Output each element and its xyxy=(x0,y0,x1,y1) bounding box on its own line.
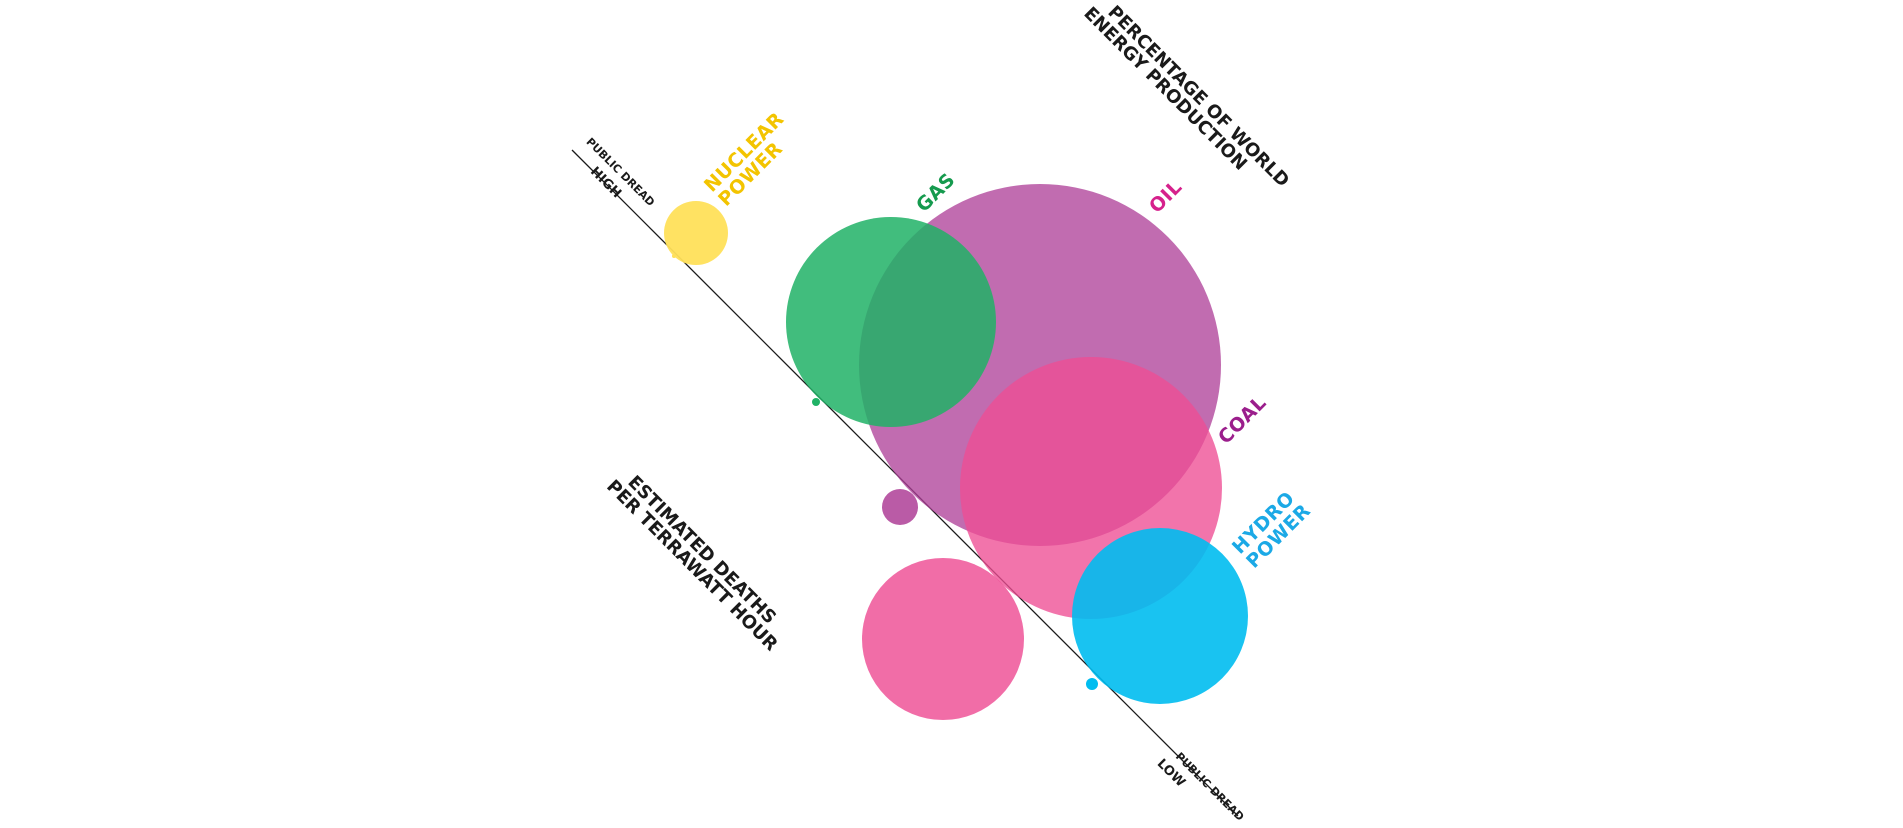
nuclear-deaths-circle xyxy=(672,254,676,258)
gas-production-circle xyxy=(786,217,996,427)
deaths-axis-title-line2: PER TERRAWATT HOUR xyxy=(602,476,781,655)
coal-deaths-circle xyxy=(862,558,1024,720)
gas-deaths-circle xyxy=(812,398,820,406)
deaths-axis-title-line1: ESTIMATED DEATHS xyxy=(623,472,780,629)
production-axis-title-line1: PERCENTAGE OF WORLD xyxy=(1103,2,1293,192)
nuclear-production-circle xyxy=(664,201,728,265)
oil-label: OIL xyxy=(1145,176,1187,218)
oil-deaths-circle xyxy=(882,489,918,525)
hydro-deaths-circle xyxy=(1086,678,1098,690)
coal-label: COAL xyxy=(1214,392,1271,449)
low-end-public-dread-label: PUBLIC DREAD xyxy=(1173,750,1247,824)
hydro-production-circle xyxy=(1072,528,1248,704)
production-axis-title-line2: ENERGY PRODUCTION xyxy=(1079,3,1251,175)
